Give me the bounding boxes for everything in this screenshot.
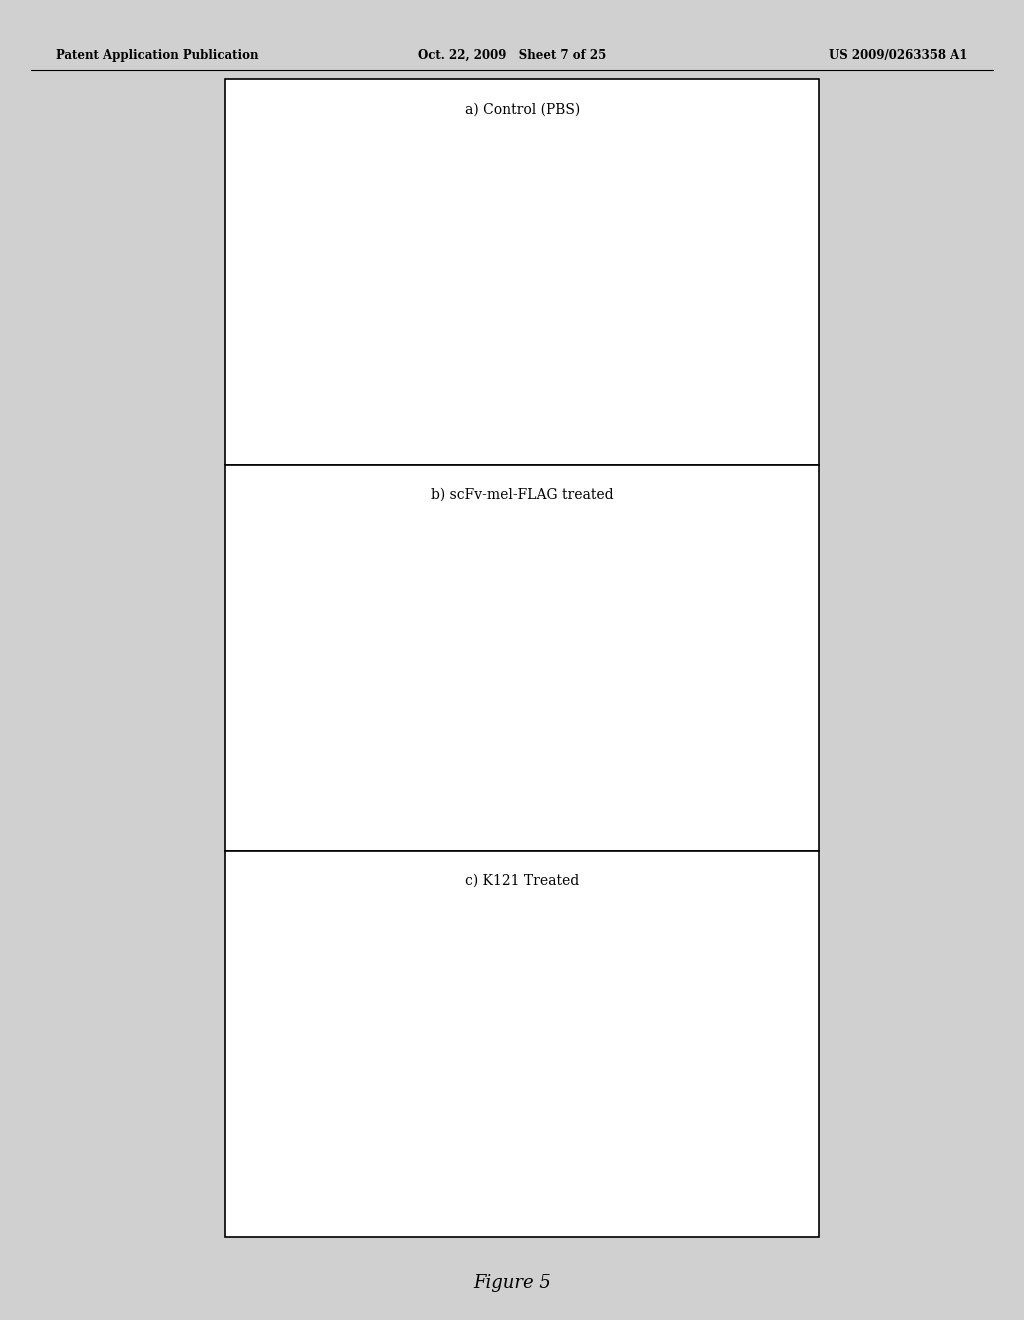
- Text: Patent Application Publication: Patent Application Publication: [56, 49, 259, 62]
- Y-axis label: Human IgG (μg/ml): Human IgG (μg/ml): [314, 226, 324, 314]
- Text: Oct. 22, 2009   Sheet 7 of 25: Oct. 22, 2009 Sheet 7 of 25: [418, 49, 606, 62]
- Y-axis label: Human IgG (μg/ml): Human IgG (μg/ml): [314, 998, 324, 1086]
- X-axis label: Time (weeks): Time (weeks): [536, 780, 601, 789]
- X-axis label: Time (weeks): Time (weeks): [536, 1167, 601, 1176]
- Y-axis label: Human IgG (μg/ml): Human IgG (μg/ml): [314, 611, 324, 701]
- X-axis label: Time (weeks): Time (weeks): [536, 395, 601, 404]
- Text: Figure 5: Figure 5: [473, 1274, 551, 1292]
- Text: US 2009/0263358 A1: US 2009/0263358 A1: [829, 49, 968, 62]
- Text: c) K121 Treated: c) K121 Treated: [465, 874, 580, 888]
- Text: b) scFv-mel-FLAG treated: b) scFv-mel-FLAG treated: [431, 488, 613, 502]
- Text: a) Control (PBS): a) Control (PBS): [465, 102, 580, 116]
